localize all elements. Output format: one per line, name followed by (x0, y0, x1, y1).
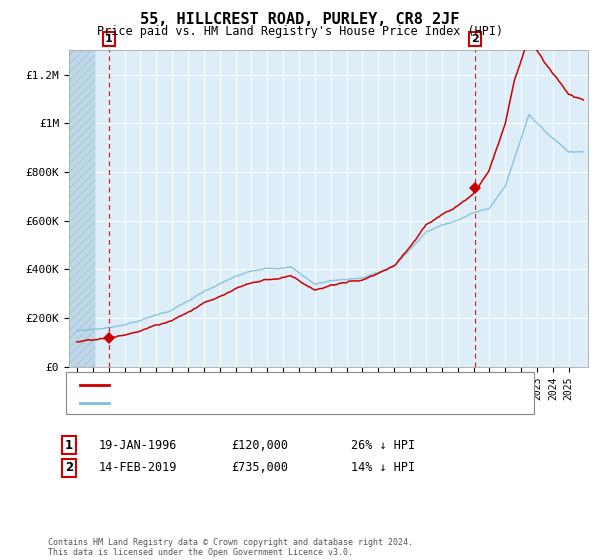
Text: 2: 2 (471, 34, 479, 44)
Text: 2: 2 (65, 461, 73, 474)
Text: 55, HILLCREST ROAD, PURLEY, CR8 2JF: 55, HILLCREST ROAD, PURLEY, CR8 2JF (140, 12, 460, 27)
Text: 26% ↓ HPI: 26% ↓ HPI (351, 438, 415, 452)
Text: 1: 1 (105, 34, 113, 44)
Text: HPI: Average price, detached house, Sutton: HPI: Average price, detached house, Sutt… (113, 398, 376, 408)
Text: Price paid vs. HM Land Registry's House Price Index (HPI): Price paid vs. HM Land Registry's House … (97, 25, 503, 38)
Text: 14% ↓ HPI: 14% ↓ HPI (351, 461, 415, 474)
Text: £120,000: £120,000 (231, 438, 288, 452)
Text: 14-FEB-2019: 14-FEB-2019 (99, 461, 178, 474)
Text: £735,000: £735,000 (231, 461, 288, 474)
Text: 55, HILLCREST ROAD, PURLEY, CR8 2JF (detached house): 55, HILLCREST ROAD, PURLEY, CR8 2JF (det… (113, 380, 438, 390)
Text: 1: 1 (65, 438, 73, 452)
Bar (69, 50, 95, 367)
Text: 19-JAN-1996: 19-JAN-1996 (99, 438, 178, 452)
Text: Contains HM Land Registry data © Crown copyright and database right 2024.
This d: Contains HM Land Registry data © Crown c… (48, 538, 413, 557)
